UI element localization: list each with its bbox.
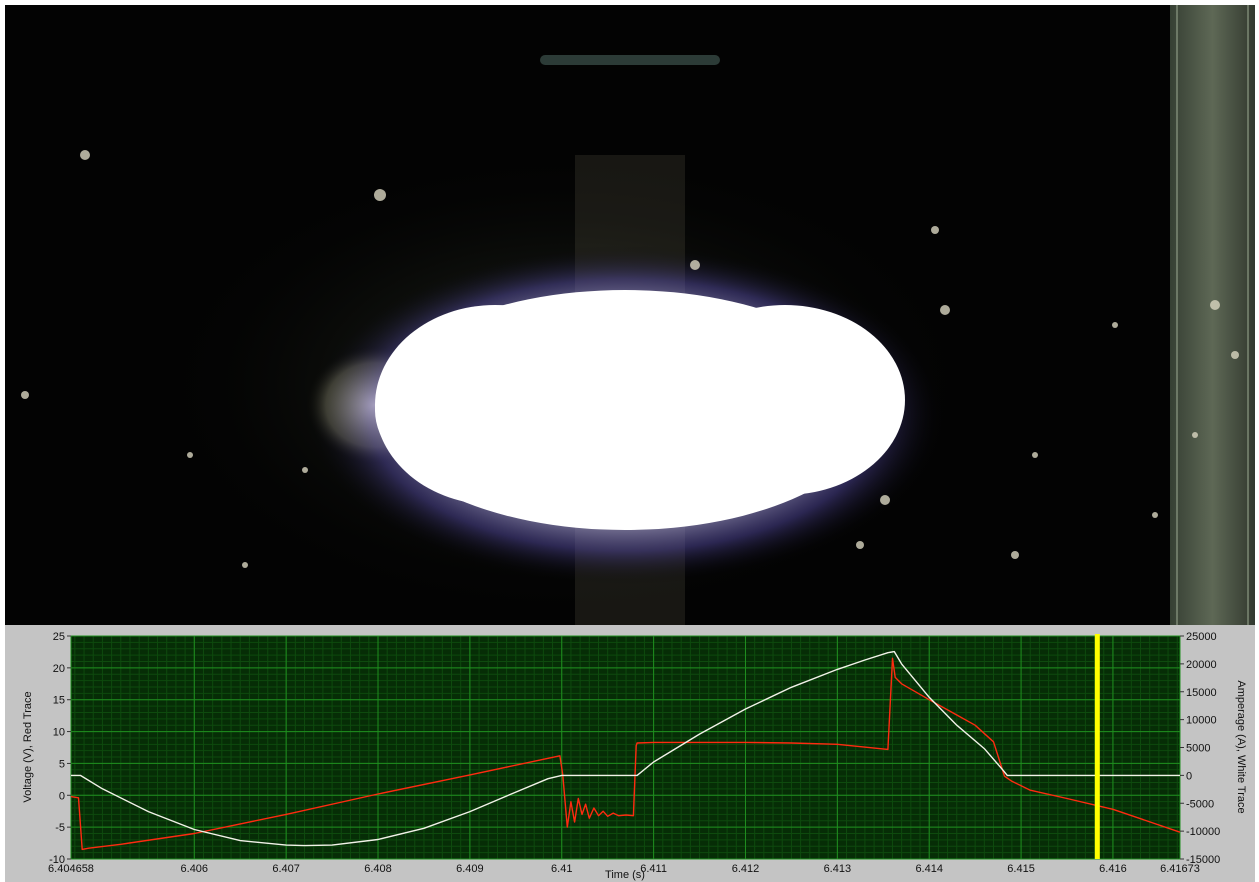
right-y-tick-label: -5000: [1186, 798, 1214, 810]
x-tick-label: 6.414: [915, 863, 943, 875]
welding-video-frame: [5, 5, 1255, 625]
right-y-tick-label: 0: [1186, 770, 1192, 782]
plot-area: [71, 636, 1180, 859]
amperage-white-trace: [71, 650, 1180, 847]
minor-grid: [71, 635, 1180, 860]
right-y-axis-label: Amperage (A), White Trace: [1235, 680, 1247, 813]
x-tick-label: 6.41: [551, 863, 572, 875]
x-tick-labels: 6.404658 6.406 6.407 6.408 6.409 6.41 6.411 6.4…: [48, 863, 1200, 875]
left-y-tick-label: 15: [53, 695, 65, 707]
left-y-axis-label: Voltage (V), Red Trace: [22, 691, 34, 802]
x-tick-label: 6.409: [456, 863, 484, 875]
right-y-tick-label: -15000: [1186, 854, 1220, 866]
left-y-tick-label: 5: [59, 758, 65, 770]
waveform-chart-panel: 6.404658 6.406 6.407 6.408 6.409 6.41 6.411 6.4…: [5, 625, 1255, 882]
right-y-tick-label: 5000: [1186, 743, 1210, 755]
left-y-tick-label: -5: [55, 822, 65, 834]
right-y-tick-label: 20000: [1186, 659, 1217, 671]
voltage-current-chart: 6.404658 6.406 6.407 6.408 6.409 6.41 6.411 6.4…: [22, 631, 1247, 881]
right-y-tick-labels: 25000 20000 15000 10000 5000 0 -5000 -10000 -150…: [1180, 631, 1220, 866]
left-y-tick-label: -10: [49, 854, 65, 866]
x-tick-label: 6.415: [1007, 863, 1035, 875]
right-y-tick-label: 10000: [1186, 715, 1217, 727]
x-tick-label: 6.416: [1099, 863, 1127, 875]
right-y-tick-label: 15000: [1186, 687, 1217, 699]
x-axis-label: Time (s): [605, 869, 645, 881]
x-tick-label: 6.41673: [1160, 863, 1200, 875]
arc-flash-image: [5, 5, 1255, 625]
x-tick-label: 6.407: [272, 863, 300, 875]
x-tick-label: 6.404658: [48, 863, 94, 875]
right-y-tick-label: 25000: [1186, 631, 1217, 643]
x-tick-label: 6.408: [364, 863, 392, 875]
left-y-tick-label: 0: [59, 790, 65, 802]
x-tick-label: 6.413: [824, 863, 852, 875]
major-grid: [70, 635, 1181, 860]
x-tick-label: 6.406: [181, 863, 209, 875]
x-tick-label: 6.412: [732, 863, 760, 875]
left-y-tick-labels: 25 20 15 10 5 0 -5 -10: [49, 631, 71, 866]
left-y-tick-label: 25: [53, 631, 65, 643]
left-y-tick-label: 10: [53, 727, 65, 739]
x-tick-label: 6.411: [640, 863, 667, 875]
series-layer: [70, 650, 1181, 851]
left-y-tick-label: 20: [53, 663, 65, 675]
right-y-tick-label: -10000: [1186, 826, 1220, 838]
voltage-red-trace: [70, 657, 1181, 851]
